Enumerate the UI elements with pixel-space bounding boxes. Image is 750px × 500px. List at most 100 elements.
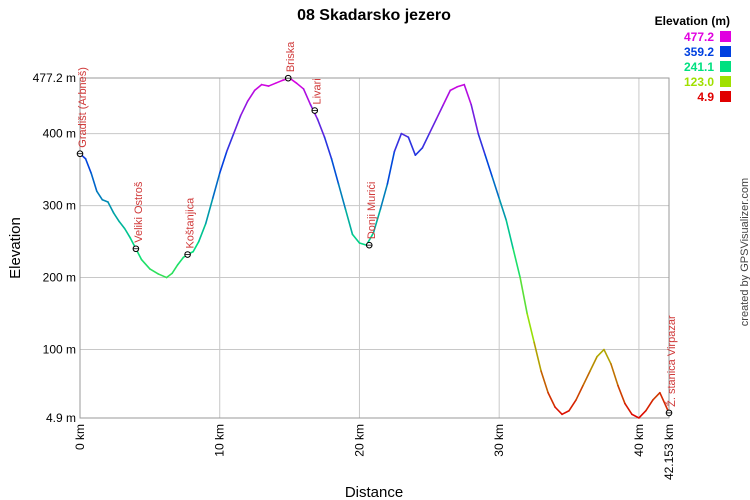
profile-segment — [330, 157, 340, 185]
profile-segment — [533, 341, 542, 372]
plot-frame — [79, 77, 670, 419]
legend-value: 359.2 — [684, 45, 714, 59]
waypoint-label: Gradišt (Arbneš) — [77, 67, 89, 148]
profile-segment — [645, 399, 654, 412]
profile-segment — [192, 240, 200, 253]
profile-segment — [575, 384, 584, 401]
profile-segment — [421, 132, 431, 149]
waypoints: Gradišt (Arbneš) Veliki Ostroš Koštanjica B… — [76, 41, 678, 417]
waypoint-label: Koštanjica — [185, 197, 197, 249]
profile-segment — [211, 172, 221, 200]
profile-segment — [512, 247, 521, 279]
profile-segment — [295, 82, 305, 90]
profile-segment — [351, 233, 361, 244]
profile-segment — [344, 208, 354, 236]
profile-segment — [582, 370, 591, 387]
profile-segment — [610, 363, 619, 387]
waypoint-label: Livari — [312, 78, 324, 104]
profile-segment — [123, 227, 132, 239]
profile-segment — [165, 272, 174, 279]
legend-swatch — [720, 61, 731, 72]
profile-segment — [435, 103, 445, 120]
profile-segment — [337, 183, 347, 210]
profile-segment — [107, 201, 115, 214]
profile-segment — [118, 220, 126, 230]
profile-segment — [393, 132, 403, 153]
profile-segment — [414, 147, 424, 156]
y-tick-label: 400 m — [43, 127, 76, 141]
profile-segment — [386, 150, 396, 185]
profile-segment — [652, 391, 661, 401]
profile-segment — [596, 348, 605, 358]
profile-segment — [112, 211, 120, 223]
y-axis-ticks: 4.9 m 100 m 200 m 300 m 400 m 477.2 m — [33, 71, 76, 425]
elevation-profile — [79, 77, 670, 419]
profile-segment — [358, 242, 368, 246]
waypoint-label: Ž. stanica Virpazar — [665, 315, 678, 407]
profile-segment — [316, 118, 326, 138]
profile-segment — [568, 399, 577, 412]
profile-segment — [589, 355, 598, 372]
profile-segment — [400, 132, 410, 138]
legend-value: 477.2 — [684, 30, 714, 44]
profile-segment — [659, 391, 670, 414]
profile-segment — [253, 83, 263, 92]
profile-segment — [456, 83, 466, 88]
waypoint-label: Briska — [285, 41, 297, 72]
legend-swatch — [720, 91, 731, 102]
profile-segment — [323, 136, 333, 160]
profile-segment — [84, 157, 92, 174]
legend-swatch — [720, 76, 731, 87]
legend-title: Elevation (m) — [655, 14, 730, 28]
profile-segment — [519, 276, 528, 315]
y-tick-label: 4.9 m — [46, 411, 76, 425]
waypoint-label: Donji Murići — [366, 182, 378, 239]
profile-segment — [177, 256, 185, 266]
y-tick-label: 100 m — [43, 343, 76, 357]
profile-segment — [603, 348, 612, 365]
profile-segment — [246, 89, 256, 102]
profile-segment — [624, 402, 633, 416]
profile-segment — [617, 384, 626, 405]
profile-segment — [218, 150, 228, 174]
x-axis-label: Distance — [345, 484, 403, 500]
profile-segment — [442, 89, 452, 106]
x-tick-label: 10 km — [213, 424, 227, 457]
profile-segment — [484, 154, 494, 178]
x-tick-label: 40 km — [632, 424, 646, 457]
profile-segment — [267, 82, 277, 87]
profile-segment — [372, 208, 382, 234]
profile-segment — [95, 190, 104, 201]
profile-segment — [463, 83, 473, 106]
profile-segment — [470, 103, 480, 135]
profile-segment — [140, 258, 151, 270]
x-tick-label: 42.153 km — [662, 424, 676, 480]
y-tick-label: 477.2 m — [33, 71, 76, 85]
profile-segment — [540, 370, 549, 394]
waypoint-label: Veliki Ostroš — [133, 181, 145, 243]
profile-segment — [204, 197, 214, 225]
chart-title: 08 Skadarsko jezero — [297, 7, 451, 24]
x-tick-label: 20 km — [352, 424, 366, 457]
profile-segment — [631, 413, 640, 419]
profile-segment — [428, 118, 438, 135]
legend-value: 4.9 — [697, 90, 714, 104]
credit-text: created by GPSVisualizer.com — [739, 178, 750, 326]
profile-segment — [225, 132, 235, 153]
profile-segment — [638, 409, 647, 419]
profile-segment — [232, 114, 242, 135]
profile-segment — [547, 391, 556, 408]
legend-value: 123.0 — [684, 75, 714, 89]
profile-segment — [101, 199, 109, 203]
profile-segment — [239, 100, 249, 117]
profile-segment — [260, 83, 270, 87]
y-tick-label: 200 m — [43, 271, 76, 285]
grid — [79, 77, 670, 419]
legend-swatch — [720, 46, 731, 57]
profile-segment — [477, 132, 487, 156]
profile-segment — [505, 219, 514, 250]
profile-segment — [449, 85, 459, 92]
legend-swatch — [720, 31, 731, 42]
